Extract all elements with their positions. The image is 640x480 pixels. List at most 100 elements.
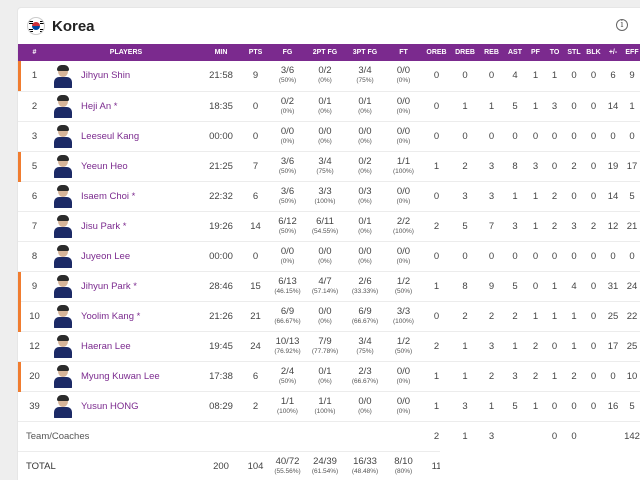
three-point-field-goals-made-attempted: 0/1 bbox=[358, 95, 372, 107]
column-header[interactable]: FT bbox=[399, 49, 408, 56]
stat-stl: 0 bbox=[571, 400, 577, 412]
column-header[interactable]: OREB bbox=[426, 49, 447, 56]
player-avatar bbox=[53, 394, 73, 418]
player-name-link[interactable]: Heji An * bbox=[81, 100, 118, 112]
player-row[interactable]: 8 Juyeon Lee 00:00 0 0/0 (0%) 0/0 (0%) 0/0 (0%) 0/… bbox=[18, 241, 640, 271]
player-row[interactable]: 2 Heji An * 18:35 0 0/2 (0%) 0/1 (0%) 0/1 (0%) 0/0… bbox=[18, 91, 640, 121]
stat-dreb: 0 bbox=[462, 70, 468, 82]
two-point-field-goals: 0/1 (0%) bbox=[305, 361, 345, 391]
player-name-link[interactable]: Isaem Choi * bbox=[81, 190, 136, 202]
player-name-link[interactable]: Yeeun Heo bbox=[81, 160, 128, 172]
player-row[interactable]: 39 Yusun HONG 08:29 2 1/1 (100%) 1/1 (100%) 0/0(… bbox=[18, 391, 640, 421]
column-header[interactable]: PF bbox=[531, 49, 540, 56]
stat-oreb: 0 bbox=[433, 100, 440, 112]
stat-to: 1 bbox=[551, 370, 558, 382]
column-header[interactable]: +/- bbox=[608, 49, 618, 56]
stat-dreb: 3 bbox=[462, 190, 468, 202]
player-avatar bbox=[53, 154, 73, 178]
player-row[interactable]: 6 Isaem Choi * 22:32 6 3/6 (50%) 3/3 (100%) 0/3(… bbox=[18, 181, 640, 211]
column-header[interactable]: REB bbox=[484, 49, 499, 56]
stat-pm: 14 bbox=[607, 190, 619, 202]
stat-pm: 14 bbox=[607, 100, 619, 112]
stat-reb: 0 bbox=[488, 130, 495, 142]
player-name-link[interactable]: Jisu Park * bbox=[81, 220, 127, 232]
player-row[interactable]: 10 Yoolim Kang * 21:26 21 6/9 (66.67%) 0/0 (0%)… bbox=[18, 301, 640, 332]
two-point-field-goals-percentage: (100%) bbox=[314, 197, 336, 205]
player-row[interactable]: 12 Haeran Lee 19:45 24 10/13 (76.92%) 7/9 (77.7… bbox=[18, 331, 640, 361]
column-header[interactable]: TO bbox=[549, 49, 560, 56]
field-goals-made-attempted: 0/0 bbox=[280, 125, 295, 137]
stat-reb: 3 bbox=[488, 340, 495, 352]
two-point-field-goals: 0/0 (0%) bbox=[305, 301, 345, 331]
field-goals: 10/13 (76.92%) bbox=[270, 331, 305, 361]
three-point-field-goals-percentage: (33.33%) bbox=[351, 287, 379, 295]
player-name-link[interactable]: Yoolim Kang * bbox=[81, 310, 141, 322]
player-avatar bbox=[53, 124, 73, 148]
player-row[interactable]: 1 Jihyun Shin 21:58 9 3/6 (50%) 0/2 (0%) 3/4 (75%… bbox=[18, 61, 640, 91]
two-point-field-goals: 1/1 (100%) bbox=[305, 391, 345, 421]
field-goals: 0/0 (0%) bbox=[270, 121, 305, 151]
stat-stl: 1 bbox=[571, 310, 577, 322]
player-row[interactable]: 9 Jihyun Park * 28:46 15 6/13 (46.15%) 4/7 (57.… bbox=[18, 271, 640, 302]
three-point-field-goals: 0/2 (0%) bbox=[345, 151, 385, 181]
three-point-field-goals-percentage: (48.48%) bbox=[351, 467, 379, 475]
player-name-link[interactable]: Juyeon Lee bbox=[81, 250, 131, 262]
stat-pm: 31 bbox=[607, 280, 619, 292]
stat-ast: 5 bbox=[512, 280, 518, 292]
two-point-field-goals-percentage: (0%) bbox=[318, 317, 332, 325]
player-row[interactable]: 7 Jisu Park * 19:26 14 6/12 (50%) 6/11 (54.55%)… bbox=[18, 211, 640, 241]
player-name-link[interactable]: Jihyun Shin bbox=[81, 70, 131, 82]
jersey-number: 20 bbox=[18, 361, 51, 392]
two-point-field-goals-percentage: (100%) bbox=[314, 407, 336, 415]
stat-ast: 8 bbox=[512, 160, 518, 172]
free-throws: 1/2 (50%) bbox=[385, 331, 422, 361]
column-header[interactable]: 2PT FG bbox=[312, 49, 338, 56]
three-point-field-goals-made-attempted: 16/33 bbox=[353, 455, 377, 467]
player-name-link[interactable]: Jihyun Park * bbox=[81, 280, 137, 292]
stat-pm: 0 bbox=[610, 250, 616, 262]
player-name-link[interactable]: Leeseul Kang bbox=[81, 130, 140, 142]
player-cell: Yoolim Kang * bbox=[51, 301, 201, 331]
info-icon[interactable]: i bbox=[616, 19, 628, 31]
minutes: 00:00 bbox=[209, 130, 233, 142]
column-header[interactable]: 3PT FG bbox=[352, 49, 378, 56]
column-header[interactable]: EFF bbox=[625, 49, 639, 56]
stat-pm bbox=[603, 421, 623, 451]
column-header[interactable]: DREB bbox=[455, 49, 475, 56]
column-header[interactable]: BLK bbox=[586, 49, 601, 56]
player-row[interactable]: 5 Yeeun Heo 21:25 7 3/6 (50%) 3/4 (75%) 0/2 (0%) 1… bbox=[18, 151, 640, 182]
field-goals: 1/1 (100%) bbox=[270, 391, 305, 421]
column-header[interactable]: AST bbox=[508, 49, 522, 56]
minutes: 21:26 bbox=[209, 310, 233, 322]
player-name-link[interactable]: Haeran Lee bbox=[81, 340, 131, 352]
stat-dreb: 8 bbox=[462, 280, 468, 292]
player-cell: Myung Kuwan Lee bbox=[51, 361, 201, 391]
stat-pf: 0 bbox=[532, 250, 539, 262]
stat-oreb: 11 bbox=[431, 460, 442, 472]
column-header[interactable]: STL bbox=[567, 49, 581, 56]
three-point-field-goals-made-attempted: 0/0 bbox=[358, 395, 372, 407]
stat-pm: 0 bbox=[610, 370, 616, 382]
column-header[interactable]: PTS bbox=[248, 49, 263, 56]
stat-reb: 2 bbox=[488, 310, 495, 322]
three-point-field-goals-made-attempted: 0/3 bbox=[358, 185, 372, 197]
player-cell: Heji An * bbox=[51, 91, 201, 121]
two-point-field-goals-percentage: (77.78%) bbox=[311, 347, 339, 355]
player-row[interactable]: 20 Myung Kuwan Lee 17:38 6 2/4 (50%) 0/1 (0%) 2/… bbox=[18, 361, 640, 392]
field-goals-percentage: (0%) bbox=[280, 137, 295, 145]
column-header[interactable]: MIN bbox=[214, 49, 228, 56]
column-header[interactable]: FG bbox=[282, 49, 293, 56]
free-throws-percentage: (0%) bbox=[396, 377, 411, 385]
three-point-field-goals-made-attempted: 0/0 bbox=[358, 245, 372, 257]
player-name-link[interactable]: Myung Kuwan Lee bbox=[81, 370, 160, 382]
three-point-field-goals-percentage: (0%) bbox=[358, 137, 372, 145]
stat-eff: 24 bbox=[626, 280, 638, 292]
stat-stl: 0 bbox=[571, 430, 577, 442]
player-row[interactable]: 3 Leeseul Kang 00:00 0 0/0 (0%) 0/0 (0%) 0/0 (0%)… bbox=[18, 121, 640, 151]
player-name-link[interactable]: Yusun HONG bbox=[81, 400, 139, 412]
three-point-field-goals-percentage: (75%) bbox=[356, 347, 374, 355]
stat-eff: 0 bbox=[629, 250, 635, 262]
column-header[interactable]: PLAYERS bbox=[109, 49, 143, 56]
column-header[interactable]: # bbox=[32, 49, 37, 56]
free-throws-percentage: (0%) bbox=[396, 107, 411, 115]
